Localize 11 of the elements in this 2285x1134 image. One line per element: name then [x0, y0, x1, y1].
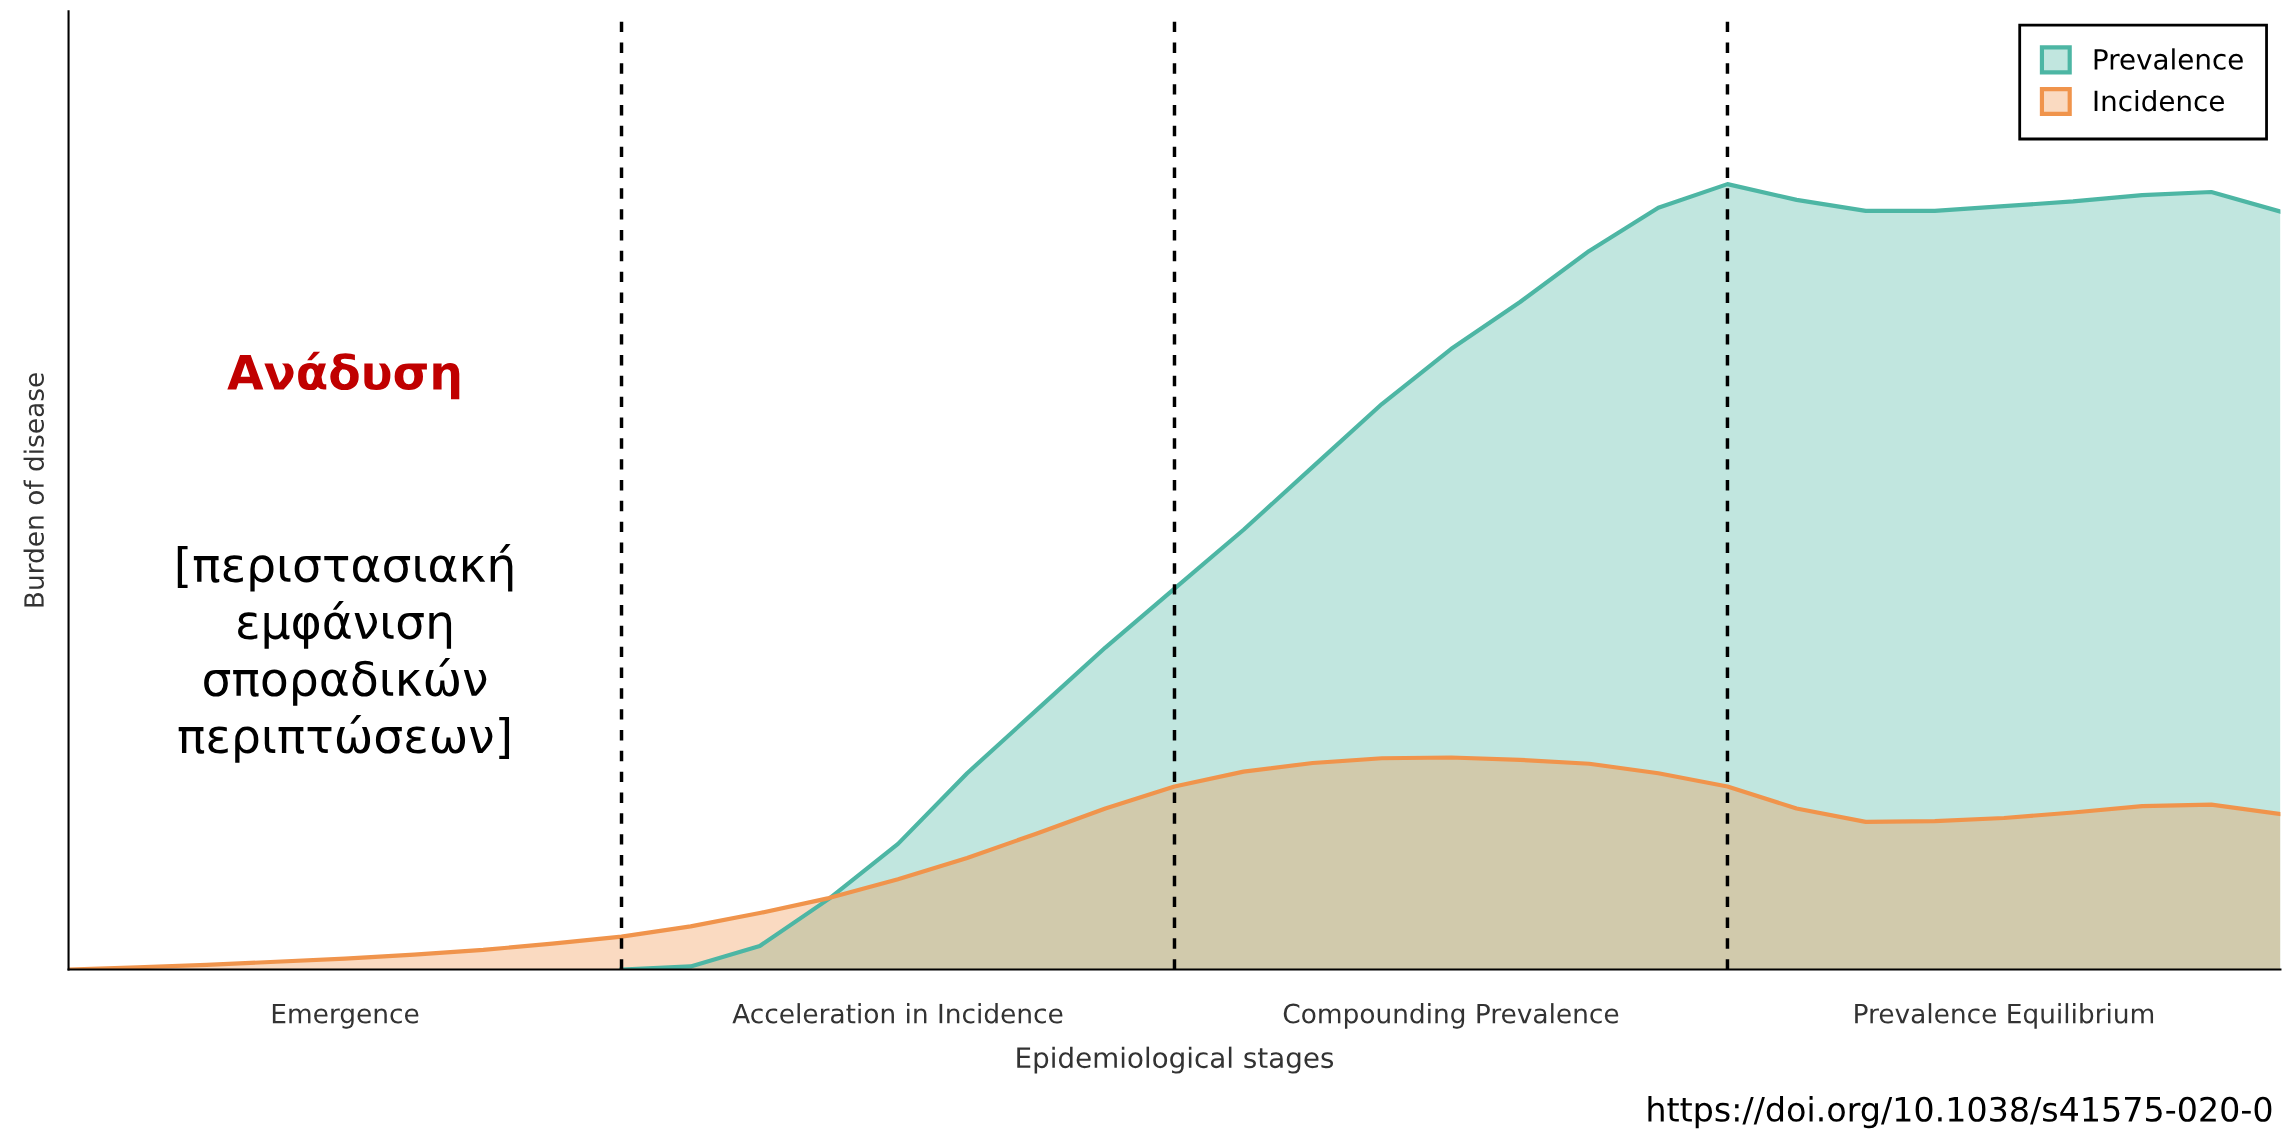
text: Emergence — [272, 1003, 419, 1029]
annotation: Ανάδυση — [227, 351, 460, 400]
text: Compounding Prevalence — [1283, 1003, 1619, 1029]
text: Prevalence Equilibrium — [1855, 1003, 2154, 1029]
annotation: [περιστασιακή εμφάνιση σποραδικών περιπτώσεων] — [177, 544, 513, 763]
x-axis-title: Epidemiological stages — [1017, 1046, 1334, 1074]
y-axis-title: Burden of disease — [23, 373, 44, 607]
text: Acceleration in Incidence — [732, 1003, 1063, 1024]
legend-label: Prevalence — [2094, 48, 2243, 70]
text: https://doi.org/10.1038/s41575-020-0 — [1648, 1096, 2272, 1129]
legend-label: Incidence — [2094, 89, 2224, 112]
